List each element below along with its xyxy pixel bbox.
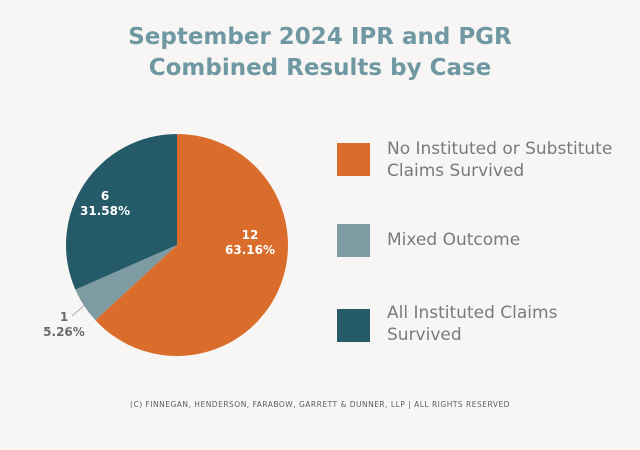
legend-label-all-instituted: All Instituted Claims Survived xyxy=(387,303,558,345)
legend-swatch-mixed-outcome xyxy=(337,224,370,257)
pie-slice-mixed-outcome xyxy=(75,245,177,321)
copyright-footer: (C) FINNEGAN, HENDERSON, FARABOW, GARRET… xyxy=(130,400,510,409)
legend-item-no-instituted: No Instituted or Substitute Claims Survi… xyxy=(337,138,637,188)
data-label-percent-all-instituted: 31.58% xyxy=(80,204,130,218)
legend-item-all-instituted: All Instituted Claims Survived xyxy=(337,302,637,352)
legend-item-mixed-outcome: Mixed Outcome xyxy=(337,224,637,274)
chart-title-line-1: September 2024 IPR and PGR xyxy=(128,24,512,50)
chart-title: September 2024 IPR and PGR Combined Resu… xyxy=(0,22,640,84)
legend-label-no-instituted: No Instituted or Substitute Claims Survi… xyxy=(387,139,613,181)
data-label-count-no-instituted: 12 xyxy=(242,228,259,242)
chart-title-line-2: Combined Results by Case xyxy=(148,55,492,81)
data-label-percent-mixed-outcome: 5.26% xyxy=(43,325,85,339)
data-label-percent-no-instituted: 63.16% xyxy=(225,243,275,257)
legend-swatch-no-instituted xyxy=(337,143,370,176)
legend-swatch-all-instituted xyxy=(337,309,370,342)
leader-line-mixed-outcome xyxy=(71,305,85,317)
pie-slice-all-instituted xyxy=(65,134,177,290)
data-label-count-all-instituted: 6 xyxy=(101,189,109,203)
legend-label-mixed-outcome: Mixed Outcome xyxy=(387,230,521,250)
pie-slice-no-instituted xyxy=(95,134,289,356)
data-label-count-mixed-outcome: 1 xyxy=(60,310,68,324)
